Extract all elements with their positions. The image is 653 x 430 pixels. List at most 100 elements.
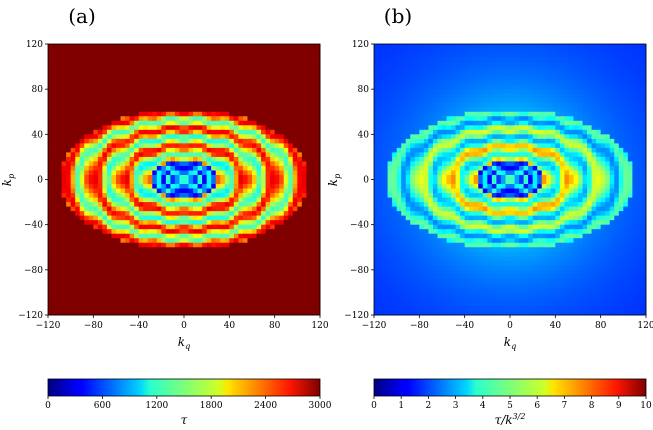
heatmap-cell bbox=[442, 184, 447, 189]
heatmap-cell bbox=[252, 120, 257, 126]
heatmap-cell bbox=[428, 102, 434, 108]
heatmap-cell bbox=[57, 116, 62, 122]
heatmap-cell bbox=[238, 134, 244, 140]
heatmap-cell bbox=[129, 125, 135, 131]
heatmap-cell bbox=[129, 247, 135, 253]
heatmap-cell bbox=[161, 48, 167, 54]
heatmap-cell bbox=[274, 57, 280, 63]
heatmap-cell bbox=[242, 138, 248, 144]
heatmap-cell bbox=[423, 44, 429, 49]
heatmap-cell bbox=[165, 220, 171, 226]
heatmap-cell bbox=[229, 143, 235, 149]
heatmap-cell bbox=[202, 165, 208, 171]
heatmap-cell bbox=[378, 265, 384, 271]
heatmap-cell bbox=[184, 125, 189, 131]
heatmap-cell bbox=[52, 66, 58, 72]
heatmap-cell bbox=[174, 143, 180, 149]
heatmap-cell bbox=[446, 147, 452, 153]
heatmap-cell bbox=[283, 179, 289, 185]
heatmap-cell bbox=[401, 107, 407, 113]
heatmap-cell bbox=[310, 265, 316, 271]
heatmap-cell bbox=[451, 202, 456, 207]
heatmap-cell bbox=[156, 93, 162, 99]
heatmap-cell bbox=[102, 193, 108, 198]
heatmap-cell bbox=[270, 174, 276, 180]
heatmap-cell bbox=[106, 152, 112, 158]
heatmap-cell bbox=[197, 296, 203, 302]
heatmap-cell bbox=[134, 269, 140, 275]
heatmap-cell bbox=[274, 134, 280, 140]
heatmap-cell bbox=[229, 57, 235, 63]
heatmap-cell bbox=[315, 165, 321, 171]
heatmap-cell bbox=[75, 147, 81, 153]
heatmap-cell bbox=[378, 111, 384, 117]
heatmap-cell bbox=[138, 296, 144, 302]
heatmap-cell bbox=[138, 193, 144, 198]
heatmap-cell bbox=[229, 215, 235, 221]
heatmap-cell bbox=[156, 129, 162, 135]
heatmap-cell bbox=[161, 233, 167, 239]
heatmap-cell bbox=[401, 165, 407, 171]
heatmap-cell bbox=[75, 301, 81, 307]
heatmap-cell bbox=[125, 305, 130, 311]
heatmap-cell bbox=[306, 111, 312, 117]
heatmap-cell bbox=[106, 287, 112, 293]
heatmap-cell bbox=[52, 274, 58, 280]
heatmap-cell bbox=[52, 116, 58, 122]
heatmap-cell bbox=[211, 224, 217, 230]
heatmap-cell bbox=[464, 184, 470, 189]
heatmap-cell bbox=[193, 125, 198, 131]
heatmap-cell bbox=[301, 125, 307, 131]
heatmap-cell bbox=[61, 80, 67, 86]
heatmap-cell bbox=[215, 233, 221, 239]
heatmap-cell bbox=[306, 193, 312, 198]
heatmap-cell bbox=[464, 44, 470, 49]
heatmap-cell bbox=[88, 296, 94, 302]
heatmap-cell bbox=[392, 283, 398, 289]
heatmap-cell bbox=[396, 220, 402, 226]
heatmap-cell bbox=[125, 206, 130, 212]
heatmap-cell bbox=[116, 292, 121, 298]
heatmap-cell bbox=[442, 292, 447, 298]
heatmap-cell bbox=[66, 125, 72, 131]
heatmap-cell bbox=[52, 305, 58, 311]
heatmap-cell bbox=[111, 75, 117, 81]
heatmap-cell bbox=[428, 147, 434, 153]
heatmap-cell bbox=[120, 134, 126, 140]
heatmap-cell bbox=[224, 165, 230, 171]
heatmap-cell bbox=[211, 98, 217, 104]
heatmap-cell bbox=[106, 75, 112, 81]
heatmap-cell bbox=[469, 116, 475, 122]
heatmap-cell bbox=[170, 165, 176, 171]
heatmap-cell bbox=[66, 211, 72, 217]
heatmap-cell bbox=[88, 283, 94, 289]
heatmap-cell bbox=[310, 215, 316, 221]
heatmap-cell bbox=[279, 98, 285, 104]
heatmap-cell bbox=[274, 84, 280, 90]
heatmap-cell bbox=[170, 224, 176, 230]
heatmap-cell bbox=[301, 174, 307, 180]
heatmap-cell bbox=[265, 71, 271, 77]
heatmap-cell bbox=[396, 80, 402, 86]
heatmap-cell bbox=[374, 305, 379, 311]
heatmap-cell bbox=[414, 93, 420, 99]
heatmap-cell bbox=[310, 220, 316, 226]
heatmap-cell bbox=[432, 211, 438, 217]
heatmap-cell bbox=[174, 310, 180, 316]
heatmap-cell bbox=[202, 129, 208, 135]
heatmap-cell bbox=[120, 251, 126, 257]
heatmap-cell bbox=[383, 193, 388, 198]
heatmap-cell bbox=[437, 256, 443, 262]
heatmap-cell bbox=[423, 75, 429, 81]
heatmap-cell bbox=[442, 57, 447, 63]
heatmap-cell bbox=[84, 238, 90, 244]
heatmap-cell bbox=[111, 310, 117, 316]
heatmap-cell bbox=[147, 193, 153, 198]
heatmap-cell bbox=[57, 193, 62, 198]
heatmap-cell bbox=[238, 179, 244, 185]
heatmap-cell bbox=[88, 89, 94, 95]
heatmap-cell bbox=[432, 134, 438, 140]
heatmap-cell bbox=[170, 125, 176, 131]
heatmap-cell bbox=[442, 215, 447, 221]
heatmap-cell bbox=[188, 125, 194, 131]
